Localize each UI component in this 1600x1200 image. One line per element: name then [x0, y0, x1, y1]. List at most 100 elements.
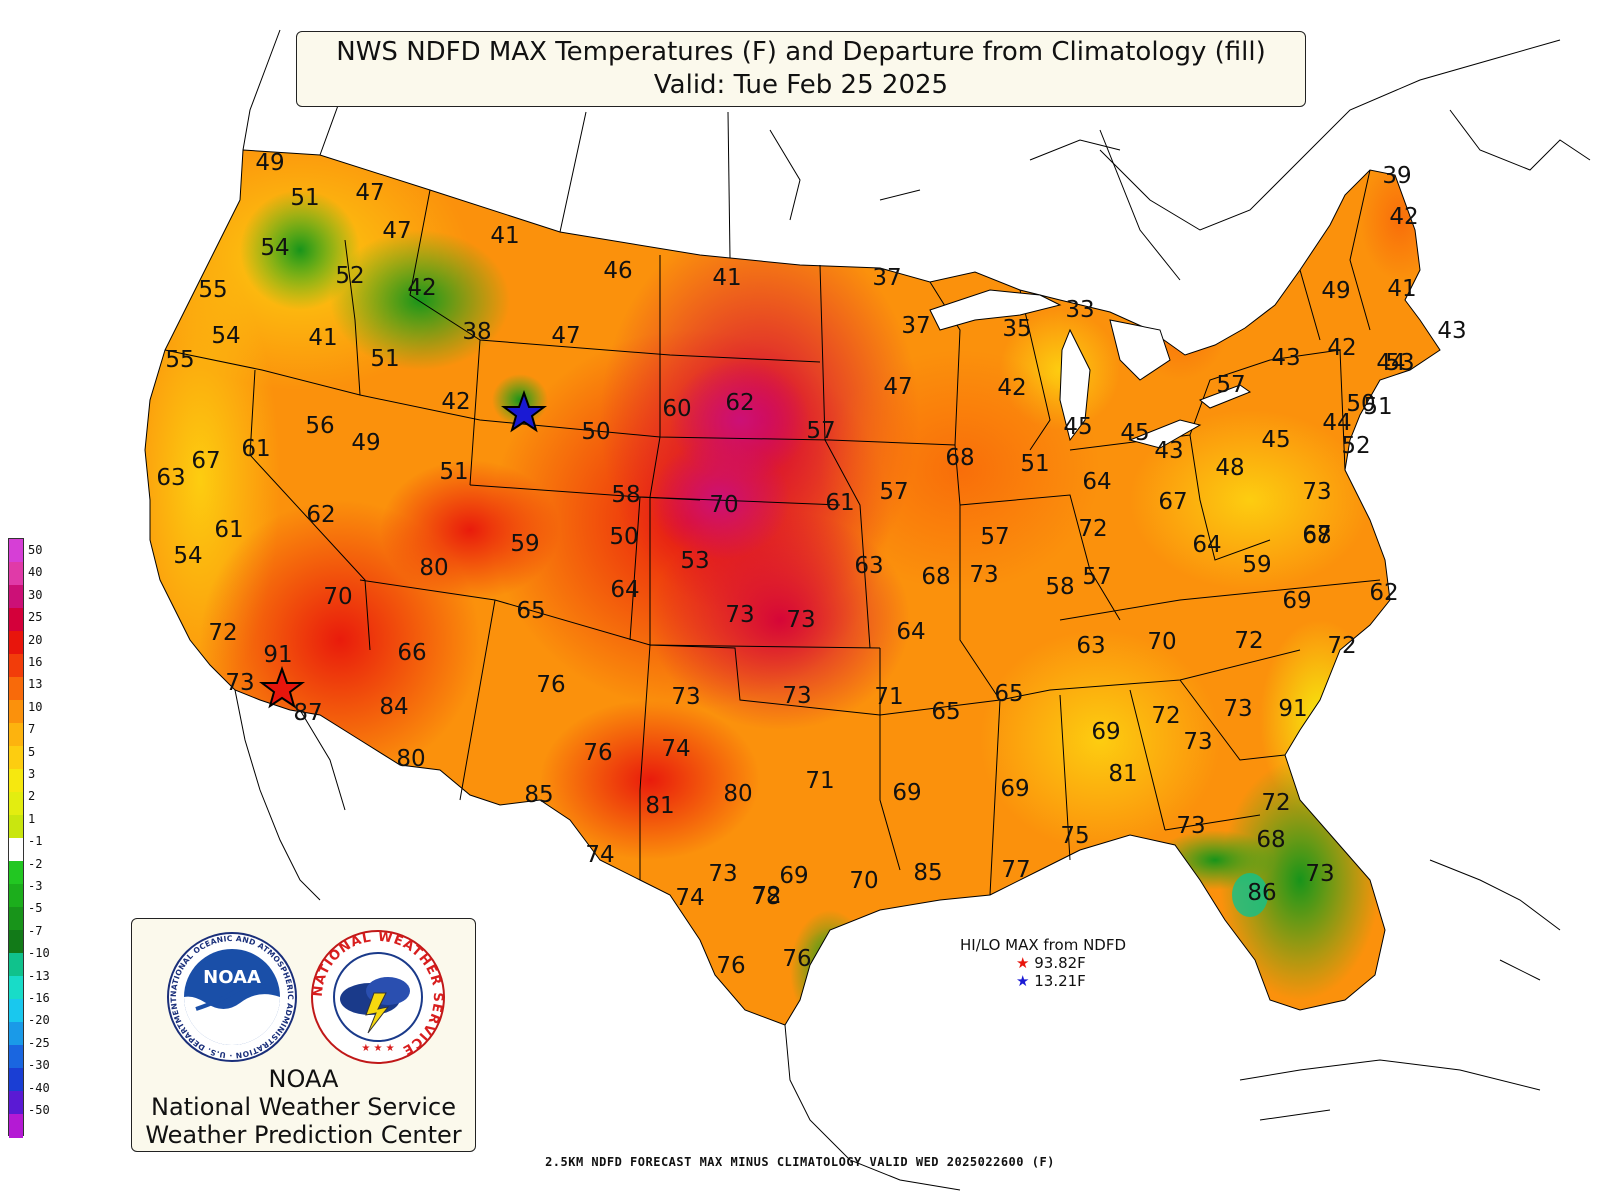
temperature-label: 55: [198, 277, 227, 303]
temperature-label: 41: [1387, 276, 1416, 302]
legend-label: -3: [28, 879, 43, 893]
temperature-label: 46: [603, 258, 632, 284]
temperature-label: 73: [786, 607, 815, 633]
legend-label: -1: [28, 834, 43, 849]
legend-label: 2: [28, 789, 36, 804]
temperature-label: 57: [980, 524, 1009, 550]
temperature-label: 61: [825, 490, 854, 516]
temperature-label: 76: [782, 946, 811, 972]
temperature-label: 35: [1002, 316, 1031, 342]
temperature-label: 80: [723, 781, 752, 807]
temperature-label: 45: [1120, 420, 1149, 446]
temperature-label: 69: [1091, 719, 1120, 745]
legend-swatch: [9, 746, 23, 770]
temperature-label: 71: [805, 768, 834, 794]
temperature-label: 52: [1341, 433, 1370, 459]
temperature-label: 53: [1385, 350, 1414, 376]
legend-swatch: [9, 631, 23, 655]
legend-label: 30: [28, 587, 43, 602]
temperature-label: 59: [1242, 552, 1271, 578]
temperature-label: 57: [879, 479, 908, 505]
temperature-label: 78: [751, 884, 780, 910]
temperature-label: 67: [1302, 522, 1331, 548]
legend-label: -40: [28, 1080, 50, 1095]
temperature-label: 58: [1045, 574, 1074, 600]
temperature-label: 73: [225, 670, 254, 696]
legend-swatch: [9, 976, 23, 1000]
temperature-label: 65: [994, 681, 1023, 707]
temperature-label: 85: [524, 782, 553, 808]
temperature-label: 63: [854, 553, 883, 579]
temperature-label: 57: [1082, 564, 1111, 590]
legend-label: 25: [28, 610, 43, 625]
temperature-label: 72: [1078, 516, 1107, 542]
temperature-label: 81: [1108, 761, 1137, 787]
temperature-label: 84: [379, 694, 408, 720]
temperature-label: 72: [1151, 703, 1180, 729]
temperature-label: 62: [1369, 580, 1398, 606]
temperature-label: 62: [306, 502, 335, 528]
temperature-label: 73: [708, 861, 737, 887]
temperature-label: 51: [1363, 394, 1392, 420]
legend-label: -7: [28, 923, 43, 938]
legend-swatch: [9, 539, 23, 563]
hilo-hi-value: 93.82F: [1034, 954, 1086, 972]
nws-star-icons: ★ ★ ★: [361, 1043, 394, 1054]
logo-line3: Weather Prediction Center: [145, 1121, 462, 1149]
legend-label: 20: [28, 632, 43, 647]
temperature-label: 49: [1321, 278, 1350, 304]
map-title-line1: NWS NDFD MAX Temperatures (F) and Depart…: [336, 37, 1266, 67]
temperature-label: 55: [165, 347, 194, 373]
temperature-label: 37: [901, 313, 930, 339]
great-lakes: [929, 289, 1252, 449]
temperature-label: 72: [1234, 628, 1263, 654]
hilo-title: HI/LO MAX from NDFD: [960, 936, 1127, 954]
temperature-label: 54: [260, 235, 289, 261]
temperature-label: 42: [407, 275, 436, 301]
temperature-label: 57: [1216, 372, 1245, 398]
legend-swatch: [9, 1022, 23, 1046]
temperature-label: 65: [931, 699, 960, 725]
temperature-label: 64: [1082, 469, 1111, 495]
hilo-hi-row: ★ 93.82F: [960, 954, 1126, 972]
temperature-label: 48: [1215, 455, 1244, 481]
temperature-label: 33: [1065, 297, 1094, 323]
background-coastlines: [234, 29, 1591, 1191]
legend-swatch: [9, 930, 23, 954]
hilo-lo-row: ★ 13.21F: [960, 972, 1126, 990]
temperature-label: 51: [370, 346, 399, 372]
temperature-label: 74: [585, 842, 614, 868]
temperature-label: 65: [516, 598, 545, 624]
temperature-label: 60: [662, 396, 691, 422]
legend-label: 1: [28, 811, 36, 826]
temperature-label: 64: [896, 619, 925, 645]
temperature-label: 70: [709, 492, 738, 518]
temperature-label: 42: [997, 375, 1026, 401]
legend-label: 16: [28, 655, 43, 669]
legend-swatch: [9, 792, 23, 816]
temperature-label: 41: [490, 223, 519, 249]
legend-swatch: [9, 677, 23, 701]
temperature-label: 73: [1176, 813, 1205, 839]
temperature-label: 44: [1376, 350, 1405, 376]
legend-swatch: [9, 1091, 23, 1115]
temperature-label: 67: [191, 448, 220, 474]
legend-swatch: [9, 838, 23, 862]
temperature-label: 68: [945, 445, 974, 471]
legend-swatch: [9, 608, 23, 632]
temperature-label: 80: [419, 555, 448, 581]
logo-box: NATIONAL OCEANIC AND ATMOSPHERIC ADMINIS…: [131, 918, 476, 1152]
temperature-label: 75: [1060, 823, 1089, 849]
temperature-label: 52: [335, 263, 364, 289]
temperature-label: 74: [675, 885, 704, 911]
legend-swatch: [9, 907, 23, 931]
temperature-label: 74: [661, 736, 690, 762]
legend-swatch: [9, 585, 23, 609]
temperature-label: 63: [1076, 633, 1105, 659]
temperature-label: 41: [308, 325, 337, 351]
temperature-label: 57: [806, 418, 835, 444]
legend-label: 40: [28, 565, 43, 580]
legend-label: -25: [28, 1035, 50, 1050]
temperature-label: 49: [255, 150, 284, 176]
noaa-badge-text: NOAA: [203, 967, 261, 988]
